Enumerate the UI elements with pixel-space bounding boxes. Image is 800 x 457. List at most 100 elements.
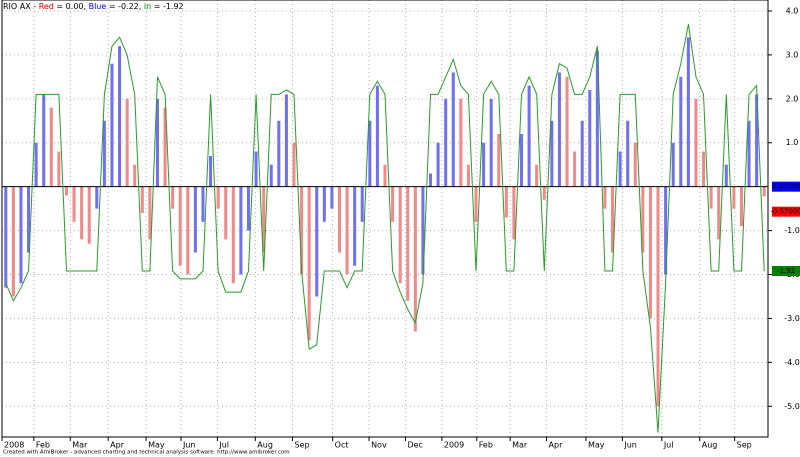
plot-frame — [1, 0, 769, 438]
bar — [254, 151, 258, 187]
bar — [292, 142, 296, 187]
bar — [246, 186, 251, 231]
bar — [482, 142, 486, 187]
x-tick-label: Jul — [218, 441, 229, 450]
x-tick-label: May — [148, 441, 165, 450]
bar — [557, 72, 561, 187]
y-tick-label: -5.0 — [784, 402, 800, 411]
x-tick-label: Nov — [371, 441, 387, 450]
bar — [337, 186, 342, 253]
bar — [595, 50, 599, 187]
bar — [436, 142, 440, 187]
title-part: RIO AX - — [3, 2, 39, 11]
bar — [110, 63, 114, 187]
bar — [444, 98, 448, 187]
bar — [428, 173, 433, 187]
bar — [178, 186, 182, 266]
bar — [542, 186, 546, 200]
bar — [315, 186, 319, 297]
bar — [102, 120, 106, 187]
bar — [747, 120, 751, 187]
bar — [368, 120, 372, 187]
chart-title: RIO AX - Red = 0.00, Blue = -0.22, in = … — [3, 2, 184, 11]
bar — [626, 120, 630, 187]
bar — [413, 186, 417, 332]
bar — [497, 133, 501, 187]
y-tick-label: 2.0 — [786, 94, 799, 103]
bar — [209, 155, 213, 187]
bar — [709, 186, 713, 209]
title-part: = 0.00, — [54, 2, 89, 11]
bar — [489, 98, 493, 187]
bar — [34, 142, 38, 187]
footer: Created with AmiBroker - advanced charti… — [3, 450, 290, 456]
y-tick-label: -3.0 — [784, 314, 800, 323]
bar — [717, 186, 721, 240]
value-badge-label: -1.92 — [777, 267, 795, 275]
bar — [762, 186, 766, 197]
bar — [262, 186, 266, 253]
x-tick-label: Jun — [182, 441, 196, 450]
bar — [330, 186, 334, 209]
x-tick-label: Apr — [549, 441, 564, 450]
bar — [231, 186, 235, 284]
title-part: = -0.22, — [106, 2, 144, 11]
bar — [375, 85, 379, 187]
bar — [474, 186, 478, 222]
bar — [307, 186, 311, 341]
x-tick-label: Feb — [36, 441, 50, 450]
x-tick-label: 2009 — [444, 441, 464, 450]
bar — [353, 186, 357, 266]
bar — [11, 186, 15, 297]
bar — [451, 72, 455, 187]
bar — [588, 90, 592, 187]
bar — [345, 186, 349, 275]
bar — [466, 164, 470, 187]
bar — [679, 76, 683, 187]
bar — [277, 120, 281, 187]
title-part: = -1.92 — [151, 2, 184, 11]
y-tick-label: -4.0 — [784, 358, 800, 367]
bar — [406, 186, 410, 301]
bar — [125, 98, 129, 187]
x-tick-label: 2008 — [4, 441, 24, 450]
bar — [163, 107, 167, 187]
bar — [573, 151, 577, 187]
bar — [49, 107, 53, 187]
title-part: Red — [39, 2, 54, 11]
y-tick-label: 4.0 — [786, 6, 799, 15]
bar — [686, 37, 690, 187]
value-badge-label: -0.57000 — [770, 208, 800, 216]
bar — [732, 186, 736, 209]
bar — [133, 164, 137, 187]
bar — [550, 120, 554, 187]
bar — [421, 186, 425, 275]
in-line — [5, 24, 765, 433]
bar — [300, 186, 304, 275]
bar — [239, 186, 243, 275]
bar — [42, 94, 46, 187]
bar — [633, 142, 637, 187]
bar — [565, 76, 569, 187]
bar — [580, 120, 584, 187]
bar — [19, 186, 23, 284]
bar — [641, 186, 645, 253]
x-tick-label: May — [588, 441, 605, 450]
bar — [656, 186, 660, 407]
y-tick-label: -1.0 — [784, 226, 800, 235]
bar — [224, 186, 228, 240]
bar — [95, 186, 99, 209]
x-tick-label: Aug — [702, 441, 718, 450]
bar — [118, 46, 122, 187]
bar — [186, 186, 190, 275]
bar — [391, 186, 395, 222]
bar — [383, 164, 387, 187]
bar — [459, 98, 463, 187]
bar — [148, 186, 152, 240]
bar — [755, 94, 759, 187]
bar — [72, 186, 76, 222]
y-tick-label: 3.0 — [786, 50, 799, 59]
value-badge — [772, 265, 800, 276]
bar — [360, 186, 364, 222]
x-tick-label: Dec — [407, 441, 422, 450]
